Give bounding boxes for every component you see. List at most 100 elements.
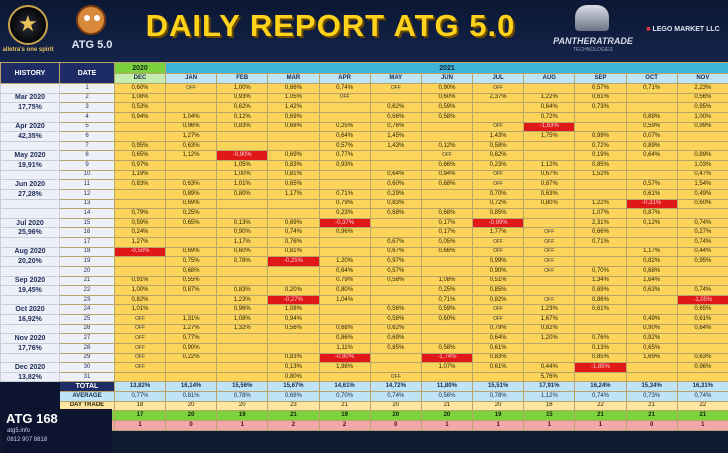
result-cell: 0,78% (216, 256, 269, 267)
result-cell: OFF (369, 371, 422, 383)
month-header-may: MAY (369, 73, 422, 84)
result-cell: 1,77% (472, 227, 525, 238)
dayprofit-value: 17 (114, 410, 166, 421)
result-cell: 0,76% (267, 237, 320, 248)
result-cell: 0,05% (420, 237, 474, 248)
dayloss-value: 1 (114, 419, 166, 431)
result-cell: 0,68% (420, 208, 474, 219)
day-row: 17,76% 28 OFF 0,90% 1,11% 0,85% 0,58% 0,61% 0,13… (0, 342, 728, 354)
result-cell: 0,81% (267, 169, 320, 181)
result-cell: 0,81% (267, 246, 320, 258)
result-cell: 0,56% (369, 304, 422, 315)
result-cell: 1,52% (574, 169, 627, 181)
result-cell: 1,08% (420, 275, 474, 287)
dayprofit-value: 15 (523, 410, 576, 421)
dayprofit-value: 20 (369, 410, 422, 421)
result-cell: 0,76% (369, 121, 422, 133)
history-month: Jun 2020 (0, 179, 60, 190)
total-value: 15,67% (267, 381, 320, 392)
result-cell: 1,01% (114, 304, 166, 315)
result-cell: 1,98% (318, 362, 371, 373)
result-cell (472, 102, 525, 113)
dayloss-value: 0 (164, 419, 218, 431)
result-cell: 0,61% (676, 314, 728, 325)
result-cell: 0,80% (523, 198, 576, 210)
history-cell (0, 323, 60, 335)
result-cell: 1,43% (369, 140, 422, 152)
day-row: Aug 2020 18 -0,50% 0,69% 0,60% 0,81% 0,67% 0,66… (0, 246, 728, 258)
result-cell: 0,57% (574, 83, 627, 94)
month-header-jun: JUN (420, 73, 474, 84)
logo-ring-icon (8, 5, 48, 45)
result-cell (216, 140, 269, 152)
history-cell (0, 169, 60, 181)
result-cell (420, 371, 474, 383)
date-cell: 1 (59, 83, 115, 94)
day-row: 23 0,82% 1,23% -0,27% 1,04% 0,71% 0,82% OFF 0,86… (0, 294, 728, 306)
result-cell: 0,66% (420, 246, 474, 258)
date-cell: 2 (59, 92, 115, 104)
result-cell (472, 111, 525, 123)
result-cell: 0,80% (267, 371, 320, 383)
total-value: 14,72% (369, 381, 422, 392)
result-cell: 0,79% (114, 208, 166, 219)
result-cell: 0,64% (472, 333, 525, 344)
result-cell: 0,70% (472, 188, 525, 200)
result-cell: 0,71% (420, 294, 474, 306)
result-cell: 0,80% (216, 188, 269, 200)
lego-mark-icon: ■ (646, 26, 653, 33)
result-cell: 0,58% (472, 140, 525, 152)
result-cell: OFF (472, 121, 525, 133)
result-cell: 0,53% (114, 102, 166, 113)
result-cell (523, 208, 576, 219)
history-cell (0, 208, 60, 219)
total-value: 17,91% (523, 381, 576, 392)
day-row: Dec 2020 30 OFF 0,13% 1,98% 1,07% 0,61% 0,44% -1… (0, 362, 728, 373)
result-cell: 0,90% (164, 342, 218, 354)
dayloss-value: 2 (267, 419, 320, 431)
result-cell (625, 102, 678, 113)
result-cell: 0,56% (267, 323, 320, 335)
result-cell (267, 265, 320, 277)
result-cell: -0,90% (216, 150, 269, 161)
result-cell (523, 275, 576, 287)
day-row: 13,82% 31 0,80% OFF 5,76% (0, 371, 728, 383)
month-header-mar: MAR (267, 73, 320, 84)
average-row: AVERAGE 0,77% 0,81% 0,78% 0,68% 0,70% 0,74% 0,5… (1, 391, 728, 402)
month-header-aug: AUG (523, 73, 576, 84)
result-cell: 0,62% (369, 323, 422, 335)
robot-icon (76, 5, 106, 35)
result-cell: 0,59% (420, 304, 474, 315)
result-cell (523, 285, 576, 296)
result-cell: 1,00% (216, 83, 269, 94)
result-cell: 1,23% (523, 304, 576, 315)
result-cell: 0,95% (676, 256, 728, 267)
result-cell: 0,83% (216, 121, 269, 133)
dayloss-value: 2 (318, 419, 371, 431)
result-cell: -1,05% (676, 294, 728, 306)
date-cell: 8 (59, 150, 115, 161)
date-cell: 14 (59, 208, 115, 219)
result-cell: 0,55% (164, 275, 218, 287)
day-row: 25,96% 16 0,24% 0,90% 0,74% 0,96% 0,17% 1,77% OF… (0, 227, 728, 238)
result-cell: 0,75% (164, 256, 218, 267)
result-cell: 0,65% (625, 342, 678, 354)
result-cell: OFF (472, 83, 525, 94)
result-cell: OFF (523, 237, 576, 248)
result-cell (318, 169, 371, 181)
result-cell: 0,83% (369, 198, 422, 210)
dayprofit-value: 21 (267, 410, 320, 421)
average-value: 0,73% (625, 391, 678, 402)
result-cell: 1,05% (216, 160, 269, 171)
result-cell: 1,20% (318, 256, 371, 267)
result-cell: OFF (472, 304, 525, 315)
day-row: May 2020 8 0,65% 1,12% -0,90% 0,69% 0,77% OFF 0,… (0, 150, 728, 161)
daytrade-value: 18 (114, 400, 166, 412)
result-cell: 0,71% (625, 83, 678, 94)
result-cell (676, 342, 728, 354)
result-cell: 0,63% (164, 140, 218, 152)
date-cell: 22 (59, 285, 115, 296)
result-cell: 0,90% (216, 227, 269, 238)
result-cell: 1,00% (216, 169, 269, 181)
history-cell (0, 237, 60, 248)
